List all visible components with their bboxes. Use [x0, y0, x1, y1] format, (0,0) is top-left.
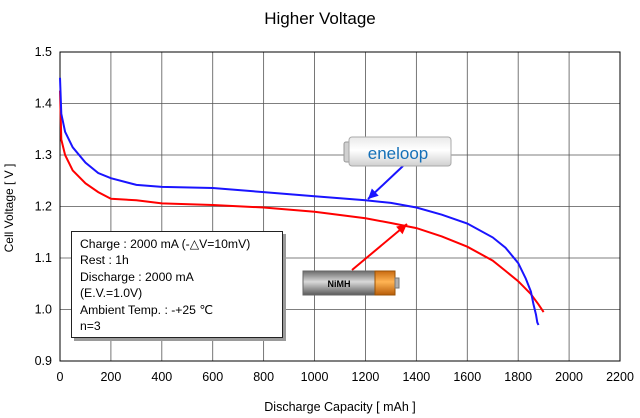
x-tick-label: 1200: [352, 370, 380, 384]
x-tick-label: 1800: [504, 370, 532, 384]
x-tick-label: 1600: [453, 370, 481, 384]
nimh-label: NiMH: [328, 279, 351, 289]
tick-labels: 0 200 400 600 800 1000 1200 1400 1600 1800 2000 220…: [35, 45, 634, 384]
nimh-battery-icon: NiMH: [302, 270, 400, 296]
eneloop-label: eneloop: [368, 144, 429, 163]
eneloop-battery-icon: eneloop: [343, 136, 452, 167]
x-axis-label: Discharge Capacity [ mAh ]: [264, 400, 415, 414]
x-tick-label: 200: [100, 370, 121, 384]
condition-line: Ambient Temp. : -+25 ℃: [80, 302, 214, 317]
x-tick-label: 2000: [555, 370, 583, 384]
nimh-arrow-head: [396, 224, 407, 235]
condition-line: Charge : 2000 mA (-△V=10mV): [80, 237, 251, 251]
series-line-eneloop: [59, 77, 540, 326]
x-tick-label: 2200: [606, 370, 634, 384]
nimh-arrow: [351, 223, 408, 271]
series-layer: [59, 77, 545, 326]
nimh-arrow-shaft: [351, 223, 408, 271]
y-tick-label: 1.2: [35, 200, 52, 214]
plot-frame: [59, 51, 621, 362]
x-tick-label: 0: [57, 370, 64, 384]
y-axis-label: Cell Voltage [ V ]: [2, 164, 16, 253]
condition-line: (E.V.=1.0V): [80, 286, 143, 301]
y-tick-label: 1.5: [35, 45, 52, 59]
y-tick-label: 1.4: [35, 97, 52, 111]
x-tick-label: 1000: [301, 370, 329, 384]
series-line-nimh: [59, 90, 545, 313]
condition-line: Rest : 1h: [80, 253, 129, 268]
eneloop-arrow: [367, 165, 404, 200]
y-tick-label: 1.3: [35, 148, 52, 162]
y-tick-label: 0.9: [35, 354, 52, 368]
condition-line: n=3: [80, 319, 101, 334]
x-tick-label: 1400: [402, 370, 430, 384]
y-tick-label: 1.0: [35, 303, 52, 317]
eneloop-arrow-head: [368, 188, 379, 199]
condition-line: Discharge : 2000 mA: [80, 269, 194, 284]
x-tick-label: 600: [202, 370, 223, 384]
chart-title: Higher Voltage: [264, 9, 376, 28]
y-tick-label: 1.1: [35, 251, 52, 265]
test-conditions-box: Charge : 2000 mA (-△V=10mV) Rest : 1h Di…: [71, 231, 283, 338]
x-tick-label: 800: [253, 370, 274, 384]
grid-layer: [59, 51, 621, 362]
x-tick-label: 400: [151, 370, 172, 384]
